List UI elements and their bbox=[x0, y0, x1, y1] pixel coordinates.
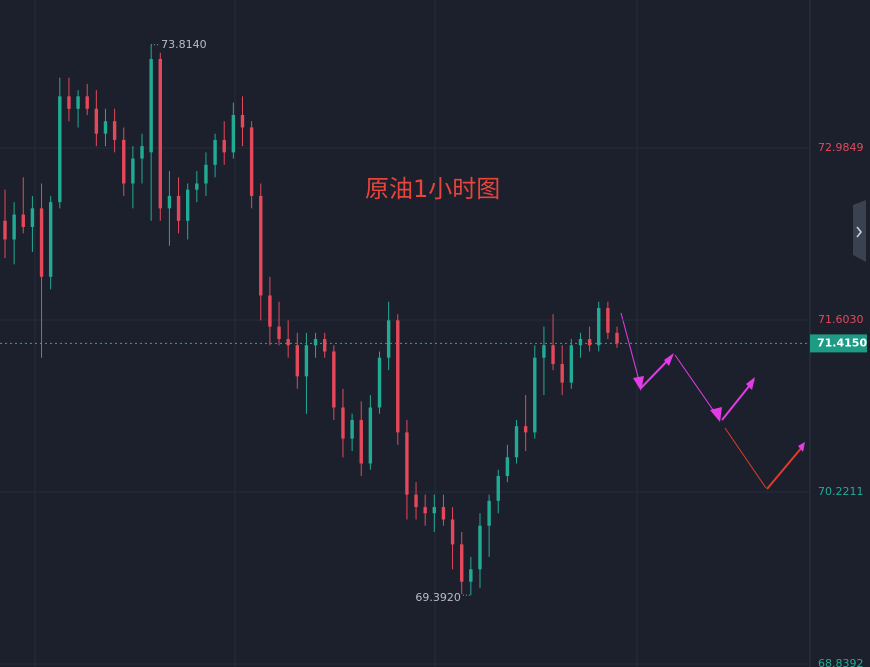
candle-body bbox=[569, 345, 574, 383]
y-tick-label: 72.9849 bbox=[818, 141, 864, 154]
candle-body bbox=[496, 475, 500, 501]
candle-body bbox=[542, 345, 546, 358]
candle-body bbox=[304, 345, 309, 377]
candle-body bbox=[195, 183, 199, 190]
candle-body bbox=[341, 407, 345, 439]
candle-body bbox=[578, 339, 583, 346]
time-grid bbox=[34, 0, 638, 667]
arrow bbox=[674, 354, 721, 421]
candle-body bbox=[313, 339, 318, 346]
candle-body bbox=[21, 214, 25, 228]
candle-body bbox=[560, 363, 564, 383]
candle-body bbox=[213, 139, 217, 165]
candle-body bbox=[323, 339, 327, 352]
candle-body bbox=[286, 339, 290, 346]
candle-body bbox=[597, 307, 601, 346]
candle-body bbox=[514, 426, 519, 458]
scroll-chevron[interactable] bbox=[856, 226, 862, 238]
candle-body bbox=[405, 432, 409, 495]
candle-body bbox=[185, 189, 190, 221]
candle-body bbox=[140, 146, 144, 159]
candle-body bbox=[268, 295, 272, 327]
candle-body bbox=[58, 96, 62, 203]
candle-body bbox=[441, 507, 446, 520]
candle-body bbox=[450, 519, 455, 545]
candle-body bbox=[240, 115, 245, 128]
candle-body bbox=[94, 108, 99, 134]
arrow bbox=[766, 445, 804, 490]
candle-body bbox=[615, 332, 619, 344]
candle-body bbox=[432, 507, 437, 514]
candle-body bbox=[423, 507, 427, 514]
candle-body bbox=[259, 195, 263, 296]
y-tick-label: 70.2211 bbox=[818, 485, 864, 498]
candle-body bbox=[350, 419, 354, 439]
candle-body bbox=[222, 139, 226, 153]
candle-body bbox=[359, 419, 363, 464]
candle-body bbox=[158, 58, 162, 209]
candle-body bbox=[396, 320, 400, 433]
candle-body bbox=[112, 121, 117, 140]
y-tick-label: 68.8392 bbox=[818, 657, 864, 667]
candle-body bbox=[295, 345, 299, 377]
candle-body bbox=[505, 457, 510, 476]
candle-body bbox=[414, 494, 418, 508]
candle-body bbox=[478, 525, 482, 570]
candle-body bbox=[487, 500, 491, 526]
candle-body bbox=[523, 426, 528, 433]
candle-body bbox=[606, 307, 610, 333]
candle-body bbox=[533, 357, 537, 433]
candle-body bbox=[131, 158, 135, 184]
candle-body bbox=[469, 569, 473, 582]
candle-body bbox=[551, 345, 555, 364]
last-price-label: 71.4150 bbox=[817, 336, 867, 349]
candle-body bbox=[277, 326, 281, 340]
candle-body bbox=[48, 202, 53, 277]
candle-body bbox=[149, 58, 153, 153]
y-tick-label: 71.6030 bbox=[818, 313, 864, 326]
candle-body bbox=[460, 544, 464, 582]
forecast-arrows bbox=[620, 312, 805, 490]
candle-body bbox=[76, 96, 80, 109]
candle-body bbox=[587, 339, 592, 346]
arrow bbox=[724, 427, 767, 489]
candle-body bbox=[368, 407, 373, 464]
candle-body bbox=[386, 320, 391, 358]
candle-body bbox=[12, 214, 16, 240]
candle-body bbox=[39, 208, 44, 277]
candle-body bbox=[249, 127, 254, 196]
chart-title: 原油1小时图 bbox=[365, 175, 500, 203]
low-label: 69.3920 bbox=[415, 591, 461, 604]
last-price-box bbox=[810, 334, 867, 353]
candle-body bbox=[103, 121, 108, 134]
candle-body bbox=[122, 139, 126, 184]
candle-body bbox=[332, 351, 336, 408]
candle-body bbox=[30, 208, 35, 228]
candle-body bbox=[231, 115, 236, 153]
candle-body bbox=[204, 164, 208, 184]
arrow bbox=[620, 312, 642, 389]
high-label: 73.8140 bbox=[161, 38, 207, 51]
candle-body bbox=[85, 96, 89, 109]
candle-body bbox=[377, 357, 382, 408]
candle-body bbox=[3, 220, 7, 240]
candle-body bbox=[176, 195, 181, 221]
candle-body bbox=[167, 195, 172, 209]
candle-body bbox=[67, 96, 71, 109]
